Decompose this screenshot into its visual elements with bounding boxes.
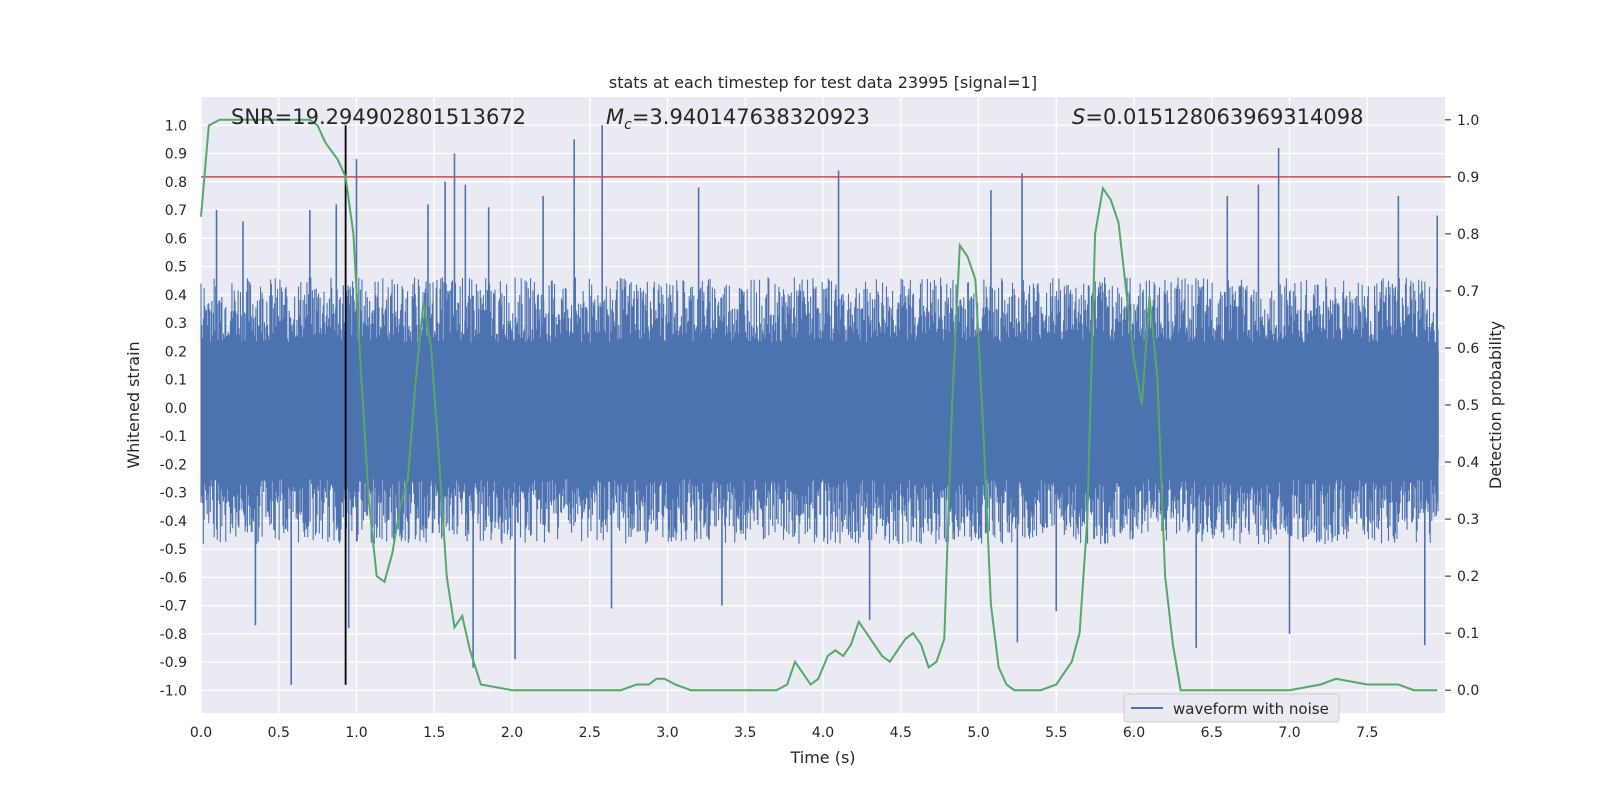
x-tick-label: 0.0: [190, 725, 212, 741]
x-tick-label: 7.5: [1356, 725, 1378, 741]
x-axis-label: Time (s): [789, 748, 855, 767]
y-tick-label-left: 0.3: [165, 316, 187, 332]
y-tick-label-left: 0.8: [165, 175, 187, 191]
y-tick-label-right: 0.5: [1457, 398, 1479, 414]
x-tick-label: 4.0: [812, 725, 834, 741]
probability-series: [200, 118, 1438, 692]
y-tick-label-left: -0.8: [160, 627, 187, 643]
y-tick-label-right: 0.2: [1457, 569, 1479, 585]
y-tick-label-right: 0.4: [1457, 455, 1479, 471]
y-tick-label-left: 1.0: [165, 118, 187, 134]
strain-noise: [200, 277, 1439, 545]
y-tick-label-right: 0.1: [1457, 626, 1479, 642]
x-tick-label: 2.5: [579, 725, 601, 741]
reference-lines: [201, 125, 1445, 685]
legend-box: [1123, 693, 1340, 723]
y-tick-label-left: -0.9: [160, 655, 187, 671]
y-axis-label-left: Whitened strain: [124, 341, 143, 468]
y-tick-label-left: 0.6: [165, 231, 187, 247]
mc-subscript: c: [624, 117, 632, 133]
y-tick-label-right: 0.6: [1457, 341, 1479, 357]
x-tick-label: 0.5: [268, 725, 290, 741]
tick-labels: 0.0 0.5 1.0 1.5 2.0 2.5 3.0 3.5 4.0 4.5 5.0 5.5 6.0 6…: [160, 113, 1480, 741]
mc-annotation: Mc=3.940147638320923: [606, 105, 870, 133]
y-tick-label-left: -0.7: [160, 599, 187, 615]
y-tick-label-left: -0.6: [160, 570, 187, 586]
y-tick-label-right: 0.3: [1457, 512, 1479, 528]
s-value: =0.015128063969314098: [1085, 105, 1363, 129]
strain-series: [200, 125, 1439, 685]
x-tick-label: 1.5: [423, 725, 445, 741]
y-tick-label-left: -0.4: [160, 514, 187, 530]
chart-title: stats at each timestep for test data 239…: [609, 73, 1037, 92]
y-tick-label-left: 0.9: [165, 147, 187, 163]
probability-line: [200, 118, 1438, 692]
x-tick-label: 1.0: [345, 725, 367, 741]
x-tick-label: 5.0: [967, 725, 989, 741]
y-tick-label-right: 0.7: [1457, 284, 1479, 300]
y-tick-label-right: 0.9: [1457, 170, 1479, 186]
y-tick-label-left: 0.7: [165, 203, 187, 219]
x-tick-label: 4.5: [890, 725, 912, 741]
y-tick-label-left: -0.3: [160, 486, 187, 502]
y-tick-label-left: -0.5: [160, 542, 187, 558]
legend-label: waveform with noise: [1173, 700, 1329, 718]
y-tick-label-left: 0.0: [165, 401, 187, 417]
x-tick-label: 7.0: [1278, 725, 1300, 741]
y-tick-label-left: 0.2: [165, 344, 187, 360]
x-tick-label: 6.5: [1201, 725, 1223, 741]
snr-annotation: SNR=19.294902801513672: [231, 105, 526, 129]
y-tick-label-left: 0.4: [165, 288, 187, 304]
y-tick-label-left: -1.0: [160, 683, 187, 699]
y-tick-label-left: 0.5: [165, 260, 187, 276]
y-tick-label-left: 0.1: [165, 373, 187, 389]
legend: waveform with noise: [1123, 693, 1340, 723]
s-annotation: S=0.015128063969314098: [1072, 105, 1363, 129]
mc-symbol: M: [606, 105, 624, 129]
x-tick-label: 5.5: [1045, 725, 1067, 741]
y-tick-label-right: 1.0: [1457, 113, 1479, 129]
y-tick-label-left: -0.2: [160, 457, 187, 473]
x-tick-label: 2.0: [501, 725, 523, 741]
x-tick-label: 6.0: [1123, 725, 1145, 741]
mc-value: =3.940147638320923: [632, 105, 870, 129]
x-tick-label: 3.0: [656, 725, 678, 741]
y-tick-label-left: -0.1: [160, 429, 187, 445]
y-axis-label-right: Detection probability: [1486, 321, 1505, 489]
y-tick-label-right: 0.8: [1457, 227, 1479, 243]
y-tick-label-right: 0.0: [1457, 683, 1479, 699]
x-tick-label: 3.5: [734, 725, 756, 741]
s-symbol: S: [1072, 105, 1085, 129]
